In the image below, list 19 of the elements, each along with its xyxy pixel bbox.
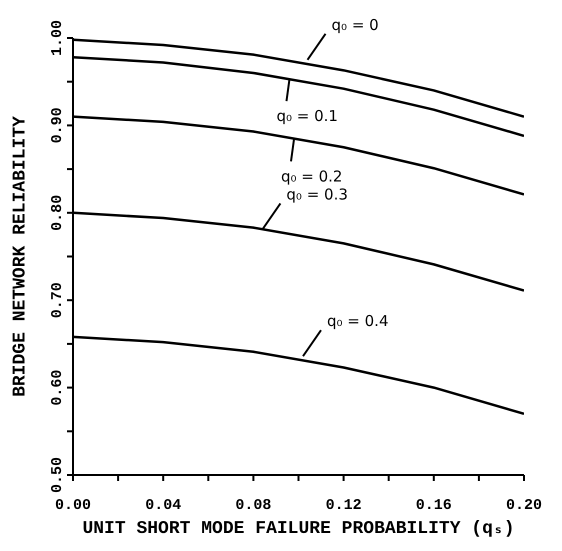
annotation: q₀ = 0 [332,16,379,34]
annotation: q₀ = 0.4 [327,312,389,330]
annotation: q₀ = 0.2 [280,167,342,186]
y-tick-label: 0.80 [49,194,66,231]
y-tick-label: 0.70 [49,282,66,318]
x-tick-label: 0.16 [416,497,452,514]
y-tick-label: 0.50 [49,456,66,494]
x-tick-label: 0.00 [54,497,92,514]
x-tick-label: 0.08 [235,497,272,514]
x-tick-label: 0.12 [326,497,362,514]
y-axis-title: BRIDGE NETWORK RELIABILITY [10,116,30,397]
y-tick-label: 0.60 [49,370,66,406]
y-tick-label: 1.00 [49,20,66,56]
y-tick-label: 0.90 [49,107,66,144]
annotation: q₀ = 0.3 [286,185,348,204]
annotation: q₀ = 0.1 [276,107,338,126]
x-tick-label: 0.04 [145,497,182,514]
x-axis-title: UNIT SHORT MODE FAILURE PROBABILITY (qₛ) [82,519,515,539]
x-tick-label: 0.20 [506,497,542,514]
